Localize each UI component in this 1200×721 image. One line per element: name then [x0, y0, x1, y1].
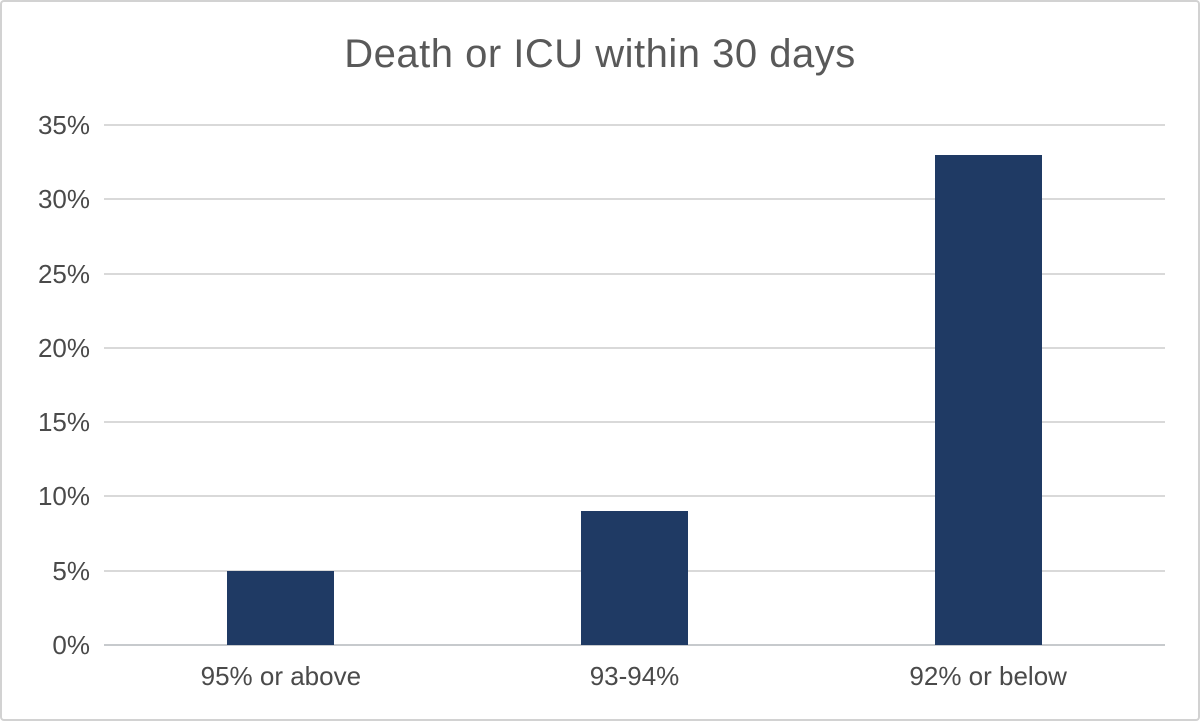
y-tick-label: 10% [37, 481, 90, 512]
plot-area: 0% 5% 10% 15% 20% 25% 30% 35% 95% or above 93-94… [38, 112, 1165, 691]
x-category-label: 95% or above [200, 661, 362, 691]
x-axis-category-labels: 95% or above 93-94% 92% or below [104, 661, 1165, 692]
bar-95-or-above [227, 570, 335, 645]
bar-slot [811, 125, 1165, 645]
bar-93-94- [581, 511, 688, 645]
bar-slot [458, 125, 812, 645]
y-tick-label: 15% [37, 407, 90, 438]
gridline [104, 124, 1165, 126]
gridline [104, 198, 1165, 201]
bars-layer [104, 125, 1165, 645]
chart-title: Death or ICU within 30 days [344, 32, 856, 76]
gridline [104, 495, 1165, 498]
gridline [104, 421, 1165, 424]
x-axis-line [104, 644, 1165, 646]
gridline [104, 346, 1165, 349]
y-tick-label: 30% [37, 184, 90, 215]
bar-slot [104, 125, 458, 645]
gridline [104, 272, 1165, 275]
x-category-label: 92% or below [909, 661, 1067, 691]
y-tick-label: 0% [52, 630, 90, 660]
y-tick-label: 35% [37, 110, 90, 140]
y-tick-label: 20% [37, 332, 90, 363]
y-tick-label: 25% [37, 258, 90, 289]
bar-92-or-below [934, 154, 1042, 645]
x-category-label: 93-94% [589, 661, 680, 691]
y-tick-label: 5% [52, 555, 90, 586]
